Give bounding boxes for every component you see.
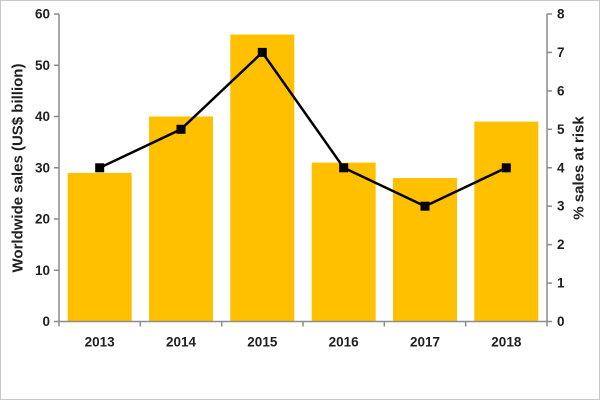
line-marker-2016 <box>339 163 349 173</box>
left-tick-label-60: 60 <box>35 7 50 22</box>
x-label-2017: 2017 <box>410 335 440 350</box>
left-axis-title: Worldwide sales (US$ billion) <box>9 63 27 273</box>
x-label-2014: 2014 <box>166 335 197 350</box>
left-tick-label-20: 20 <box>35 212 50 227</box>
line-marker-2014 <box>176 124 186 134</box>
bar-2013 <box>67 172 132 322</box>
left-tick-label-30: 30 <box>35 160 50 175</box>
left-tick-label-0: 0 <box>42 314 50 329</box>
right-tick-label-2: 2 <box>557 237 565 252</box>
bar-2014 <box>149 116 213 322</box>
line-marker-2013 <box>95 163 105 173</box>
right-axis-title: % sales at risk <box>570 116 588 220</box>
right-tick-label-3: 3 <box>557 199 565 214</box>
right-tick-label-4: 4 <box>557 160 565 175</box>
right-tick-label-5: 5 <box>557 122 565 137</box>
right-tick-label-8: 8 <box>557 7 565 22</box>
x-label-2013: 2013 <box>85 335 116 350</box>
line-marker-2017 <box>420 201 430 211</box>
left-tick-label-40: 40 <box>35 109 50 124</box>
line-series <box>99 50 507 208</box>
line-marker-2015 <box>257 47 267 57</box>
x-label-2016: 2016 <box>329 335 360 350</box>
right-tick-label-1: 1 <box>557 276 565 291</box>
right-tick-label-0: 0 <box>557 314 565 329</box>
x-label-2015: 2015 <box>247 335 278 350</box>
left-tick-label-10: 10 <box>35 263 50 278</box>
bar-2016 <box>311 162 376 322</box>
line-marker-2018 <box>501 163 511 173</box>
bar-2015 <box>230 34 295 322</box>
bar-2017 <box>393 178 457 322</box>
right-tick-label-7: 7 <box>557 45 565 60</box>
right-tick-label-6: 6 <box>557 83 565 98</box>
x-label-2018: 2018 <box>491 335 522 350</box>
left-tick-label-50: 50 <box>35 58 50 73</box>
bar-2018 <box>474 121 539 322</box>
